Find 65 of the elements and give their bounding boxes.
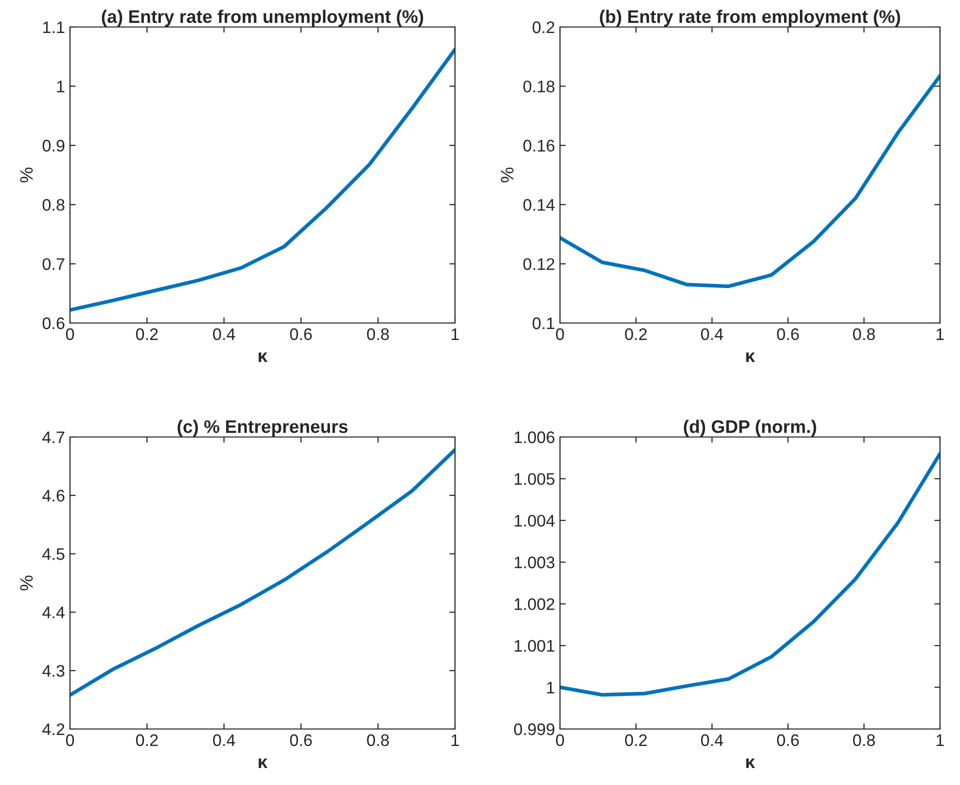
y-tick-label: 0.9 xyxy=(42,140,64,152)
y-tick-label: 0.8 xyxy=(42,199,64,211)
y-tick-label: 0.18 xyxy=(523,80,554,92)
y-axis-title: % xyxy=(500,168,514,182)
y-tick-label: 4.6 xyxy=(42,490,64,502)
x-tick-label: 1 xyxy=(936,328,944,340)
x-tick-label: 0.8 xyxy=(367,734,389,746)
y-axis-title: % xyxy=(20,576,33,590)
y-tick-label: 4.7 xyxy=(42,432,64,444)
x-tick-label: 0.8 xyxy=(853,734,875,746)
x-tick-label: 1 xyxy=(452,734,459,746)
chart-title: (a) Entry rate from unemployment (%) xyxy=(102,10,424,27)
y-tick-label: 1.1 xyxy=(43,22,64,34)
x-axis-title: κ xyxy=(746,352,756,362)
x-axis-title: κ xyxy=(258,352,268,362)
x-tick-label: 0.2 xyxy=(625,328,647,340)
x-axis-title: κ xyxy=(746,758,756,768)
y-tick-label: 1 xyxy=(547,682,554,694)
y-tick-label: 1.001 xyxy=(514,640,554,652)
x-tick-label: 0.8 xyxy=(853,328,875,340)
x-tick-label: 1 xyxy=(936,734,944,746)
x-tick-label: 0.2 xyxy=(625,734,647,746)
y-tick-label: 0.16 xyxy=(523,140,554,152)
y-axis-title: % xyxy=(20,168,33,182)
line-series xyxy=(70,48,455,312)
chart-title: (b) Entry rate from employment (%) xyxy=(600,10,900,27)
y-tick-label: 1.004 xyxy=(514,514,555,527)
x-tick-label: 0.4 xyxy=(213,328,236,340)
x-axis-title: κ xyxy=(258,758,268,768)
y-tick-label: 0.7 xyxy=(42,258,64,270)
x-tick-label: 0.4 xyxy=(701,734,724,746)
x-tick-label: 0.6 xyxy=(290,328,312,340)
x-tick-label: 0.6 xyxy=(777,328,799,340)
x-tick-label: 0 xyxy=(556,328,564,340)
y-tick-label: 0.14 xyxy=(523,199,555,211)
x-tick-label: 1 xyxy=(452,328,459,340)
x-tick-label: 0 xyxy=(66,734,74,746)
line-series xyxy=(560,452,940,697)
y-tick-label: 1 xyxy=(57,80,64,92)
y-tick-label: 0.12 xyxy=(523,258,554,270)
chart-title: (d) GDP (norm.) xyxy=(684,420,816,437)
y-tick-label: 1.006 xyxy=(514,431,554,444)
x-tick-label: 0.6 xyxy=(777,734,799,746)
y-tick-label: 0.1 xyxy=(532,317,554,330)
y-tick-label: 0.2 xyxy=(532,21,554,34)
chart-title: (c) % Entrepreneurs xyxy=(178,420,348,437)
x-tick-label: 0.4 xyxy=(213,734,236,746)
line-series xyxy=(560,74,940,288)
x-tick-label: 0 xyxy=(66,328,74,340)
x-tick-label: 0.6 xyxy=(290,734,312,746)
y-tick-label: 1.005 xyxy=(514,473,554,485)
y-tick-label: 4.2 xyxy=(42,723,64,736)
line-series xyxy=(70,448,455,697)
y-tick-label: 0.999 xyxy=(514,723,554,736)
y-tick-label: 0.6 xyxy=(42,317,64,330)
y-tick-label: 4.5 xyxy=(42,548,64,560)
y-tick-label: 4.4 xyxy=(42,606,65,618)
x-tick-label: 0.2 xyxy=(136,734,158,746)
y-tick-label: 4.3 xyxy=(42,665,64,677)
x-tick-label: 0.8 xyxy=(367,328,389,340)
y-tick-label: 1.003 xyxy=(514,556,554,568)
x-tick-label: 0.4 xyxy=(701,328,724,340)
x-tick-label: 0.2 xyxy=(136,328,158,340)
x-tick-label: 0 xyxy=(556,734,564,746)
y-tick-label: 1.002 xyxy=(514,598,554,610)
